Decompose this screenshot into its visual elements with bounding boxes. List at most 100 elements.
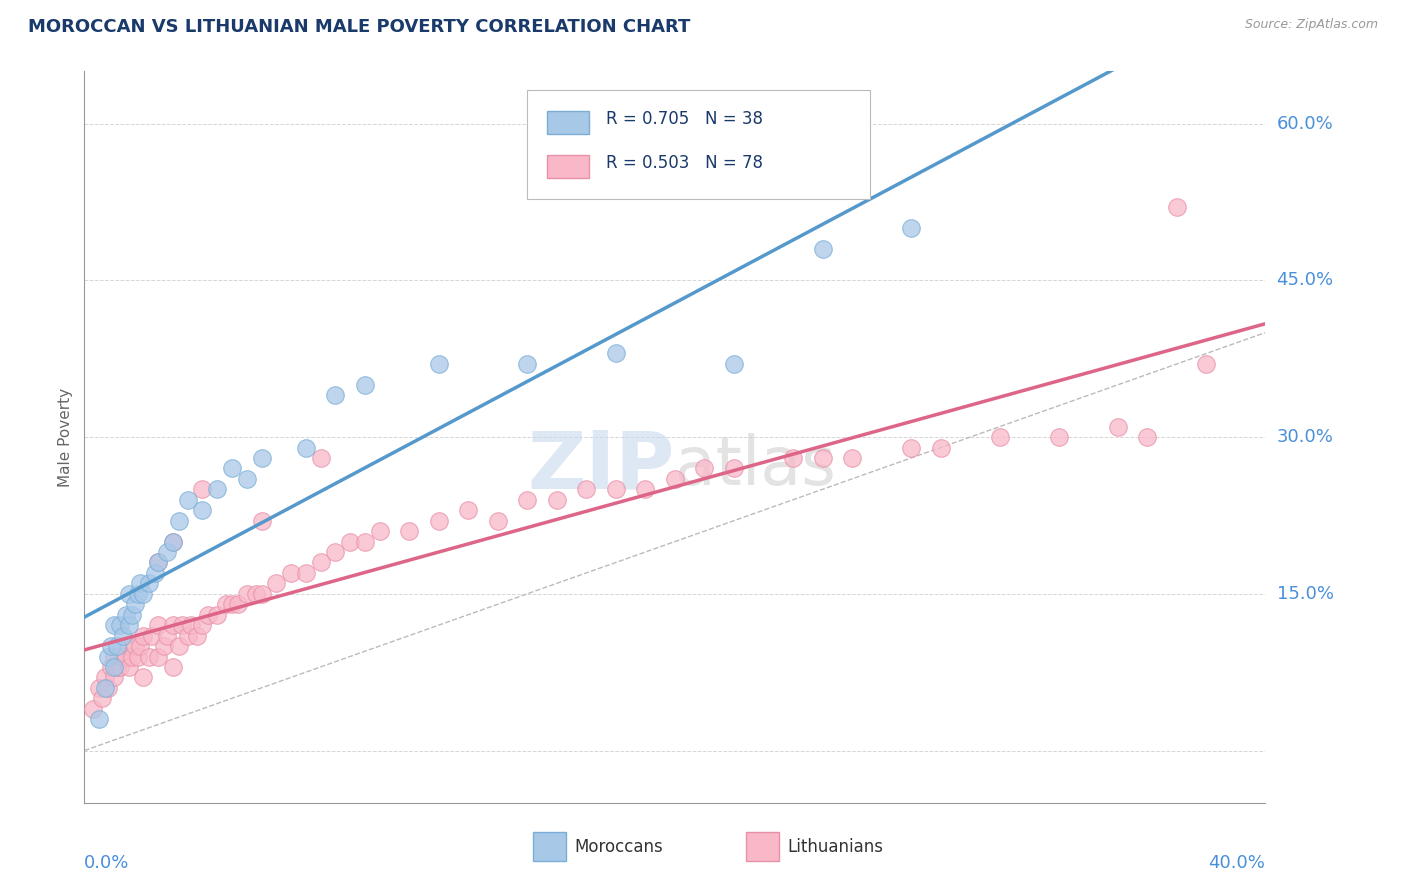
Point bbox=[129, 576, 152, 591]
FancyBboxPatch shape bbox=[547, 112, 589, 135]
Point bbox=[664, 472, 686, 486]
Point bbox=[486, 514, 509, 528]
Point bbox=[693, 461, 716, 475]
Point bbox=[191, 618, 214, 632]
Point bbox=[170, 618, 193, 632]
Point bbox=[114, 607, 136, 622]
Point bbox=[162, 534, 184, 549]
Point bbox=[723, 357, 745, 371]
Point bbox=[309, 556, 332, 570]
Point bbox=[108, 618, 131, 632]
Point bbox=[900, 441, 922, 455]
Text: ZIP: ZIP bbox=[527, 427, 675, 506]
Point bbox=[118, 587, 141, 601]
FancyBboxPatch shape bbox=[547, 155, 589, 178]
Point bbox=[354, 377, 377, 392]
Point bbox=[427, 357, 450, 371]
Text: 30.0%: 30.0% bbox=[1277, 428, 1333, 446]
Point bbox=[1136, 430, 1159, 444]
Point bbox=[197, 607, 219, 622]
Point bbox=[207, 607, 229, 622]
Point bbox=[1166, 200, 1188, 214]
Point bbox=[811, 242, 834, 256]
Point bbox=[546, 492, 568, 507]
Point bbox=[841, 450, 863, 465]
Point bbox=[191, 503, 214, 517]
Point bbox=[138, 576, 160, 591]
Point bbox=[118, 618, 141, 632]
Text: 0.0%: 0.0% bbox=[84, 854, 129, 872]
Point bbox=[723, 461, 745, 475]
Point bbox=[900, 221, 922, 235]
Point bbox=[87, 681, 111, 695]
Point bbox=[811, 450, 834, 465]
Point bbox=[177, 492, 200, 507]
Point bbox=[1047, 430, 1070, 444]
Point bbox=[1195, 357, 1218, 371]
Point bbox=[118, 639, 141, 653]
Point bbox=[103, 618, 125, 632]
Point bbox=[127, 649, 149, 664]
Point bbox=[427, 514, 450, 528]
Point bbox=[516, 357, 538, 371]
Point bbox=[207, 483, 229, 497]
Point bbox=[100, 639, 122, 653]
Point bbox=[167, 514, 190, 528]
Point bbox=[191, 483, 214, 497]
Point bbox=[124, 597, 146, 611]
Point bbox=[114, 649, 136, 664]
Point bbox=[162, 660, 184, 674]
Point bbox=[105, 660, 128, 674]
Point bbox=[295, 441, 318, 455]
Point bbox=[295, 566, 318, 580]
Point bbox=[97, 681, 120, 695]
Point bbox=[94, 670, 117, 684]
Point bbox=[124, 639, 146, 653]
Text: R = 0.705   N = 38: R = 0.705 N = 38 bbox=[606, 110, 763, 128]
Point bbox=[354, 534, 377, 549]
Point bbox=[180, 618, 202, 632]
Text: 40.0%: 40.0% bbox=[1209, 854, 1265, 872]
Point bbox=[105, 639, 128, 653]
Text: Moroccans: Moroccans bbox=[575, 838, 664, 855]
Text: 60.0%: 60.0% bbox=[1277, 114, 1333, 133]
Point bbox=[236, 472, 259, 486]
Text: 45.0%: 45.0% bbox=[1277, 271, 1334, 289]
Point bbox=[929, 441, 952, 455]
Point bbox=[339, 534, 361, 549]
Text: 15.0%: 15.0% bbox=[1277, 585, 1333, 603]
Point bbox=[162, 618, 184, 632]
Point bbox=[103, 649, 125, 664]
Point bbox=[186, 629, 208, 643]
Point bbox=[325, 545, 347, 559]
Point bbox=[121, 649, 143, 664]
Point bbox=[236, 587, 259, 601]
Point bbox=[309, 450, 332, 465]
Point bbox=[250, 514, 273, 528]
Point bbox=[325, 388, 347, 402]
Point bbox=[111, 629, 134, 643]
Point bbox=[111, 649, 134, 664]
Point bbox=[266, 576, 288, 591]
Point bbox=[162, 534, 184, 549]
Point bbox=[250, 587, 273, 601]
Point bbox=[91, 691, 114, 706]
Point bbox=[1107, 419, 1129, 434]
Point bbox=[368, 524, 391, 538]
Point bbox=[634, 483, 657, 497]
Point bbox=[103, 660, 125, 674]
Point bbox=[108, 660, 131, 674]
Point bbox=[121, 607, 143, 622]
Point bbox=[156, 545, 179, 559]
Point bbox=[97, 649, 120, 664]
Point bbox=[177, 629, 200, 643]
Point bbox=[141, 629, 163, 643]
Point bbox=[148, 556, 170, 570]
Text: MOROCCAN VS LITHUANIAN MALE POVERTY CORRELATION CHART: MOROCCAN VS LITHUANIAN MALE POVERTY CORR… bbox=[28, 18, 690, 36]
Y-axis label: Male Poverty: Male Poverty bbox=[58, 387, 73, 487]
Point bbox=[138, 649, 160, 664]
Point bbox=[605, 483, 627, 497]
Point bbox=[245, 587, 267, 601]
Text: atlas: atlas bbox=[675, 434, 835, 500]
Point bbox=[605, 346, 627, 360]
